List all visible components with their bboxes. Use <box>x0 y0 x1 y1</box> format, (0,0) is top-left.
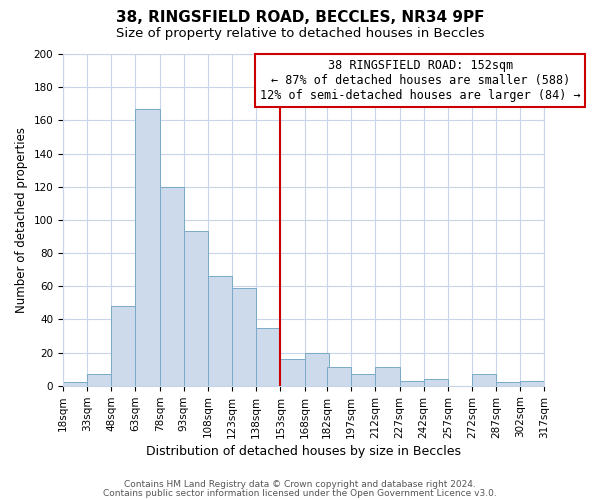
Text: Contains public sector information licensed under the Open Government Licence v3: Contains public sector information licen… <box>103 488 497 498</box>
Bar <box>280 359 305 386</box>
Bar <box>256 328 280 386</box>
Bar <box>232 288 256 386</box>
Bar <box>376 368 400 386</box>
Bar <box>520 380 544 386</box>
Bar <box>208 276 232 386</box>
Bar <box>305 352 329 386</box>
Y-axis label: Number of detached properties: Number of detached properties <box>15 127 28 313</box>
X-axis label: Distribution of detached houses by size in Beccles: Distribution of detached houses by size … <box>146 444 461 458</box>
Bar <box>136 108 160 386</box>
Text: 38, RINGSFIELD ROAD, BECCLES, NR34 9PF: 38, RINGSFIELD ROAD, BECCLES, NR34 9PF <box>116 10 484 25</box>
Bar <box>472 374 496 386</box>
Bar <box>496 382 520 386</box>
Text: 38 RINGSFIELD ROAD: 152sqm
← 87% of detached houses are smaller (588)
12% of sem: 38 RINGSFIELD ROAD: 152sqm ← 87% of deta… <box>260 59 581 102</box>
Bar <box>112 306 136 386</box>
Text: Contains HM Land Registry data © Crown copyright and database right 2024.: Contains HM Land Registry data © Crown c… <box>124 480 476 489</box>
Bar <box>87 374 112 386</box>
Bar <box>327 368 351 386</box>
Bar <box>184 232 208 386</box>
Bar <box>424 379 448 386</box>
Text: Size of property relative to detached houses in Beccles: Size of property relative to detached ho… <box>116 28 484 40</box>
Bar <box>160 186 184 386</box>
Bar <box>63 382 87 386</box>
Bar <box>351 374 376 386</box>
Bar <box>400 380 424 386</box>
